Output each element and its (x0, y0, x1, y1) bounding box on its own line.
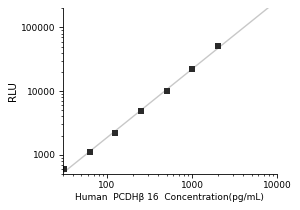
Point (62, 167, 67, 171)
Point (139, 110, 143, 113)
Point (113, 131, 118, 135)
Point (190, 68, 195, 71)
Point (164, 89, 169, 93)
Point (87, 151, 92, 154)
Y-axis label: RLU: RLU (8, 81, 18, 101)
X-axis label: Human  PCDHβ 16  Concentration(pg/mL): Human PCDHβ 16 Concentration(pg/mL) (76, 193, 264, 202)
Point (215, 44, 220, 47)
